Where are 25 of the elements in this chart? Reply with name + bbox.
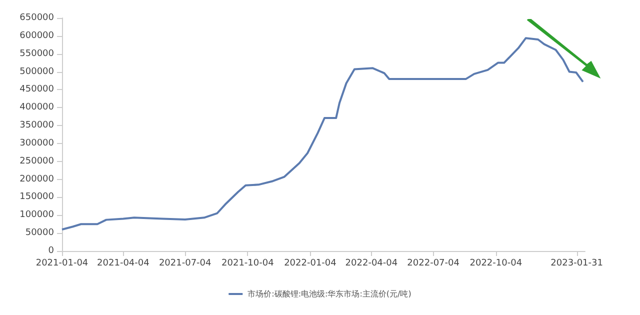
y-tick-label: 200000	[20, 174, 54, 184]
x-tick-label: 2021-01-04	[36, 258, 88, 268]
y-tick-label: 450000	[20, 84, 54, 95]
y-tick-label: 300000	[20, 138, 54, 148]
line-series	[61, 37, 584, 230]
x-tick-label: 2022-10-04	[470, 258, 522, 268]
x-tick-label: 2022-01-04	[284, 258, 337, 268]
y-tick-label: 400000	[20, 102, 54, 113]
y-tick-label: 50000	[25, 228, 54, 238]
x-tick-label: 2021-10-04	[222, 258, 274, 268]
y-tick-label: 650000	[20, 13, 54, 23]
legend-label: 市场价:碳酸锂:电池级:华东市场:主流价(元/吨)	[248, 290, 412, 298]
y-tick-label: 250000	[20, 156, 54, 166]
x-tick-label: 2021-04-04	[97, 258, 150, 268]
x-tick-label: 2021-07-04	[158, 258, 212, 268]
x-tick-label: 2023-01-31	[550, 258, 603, 268]
y-tick-label: 350000	[20, 120, 54, 131]
y-tick-label: 100000	[20, 210, 54, 220]
x-tick-label: 2022-04-04	[345, 258, 398, 268]
x-tick-label: 2022-07-04	[407, 258, 460, 268]
y-tick-label: 500000	[20, 66, 54, 77]
y-tick-label: 550000	[20, 48, 54, 59]
y-tick-label: 150000	[20, 192, 54, 202]
y-tick-label: 0	[48, 246, 54, 256]
y-tick-label: 600000	[20, 30, 54, 41]
